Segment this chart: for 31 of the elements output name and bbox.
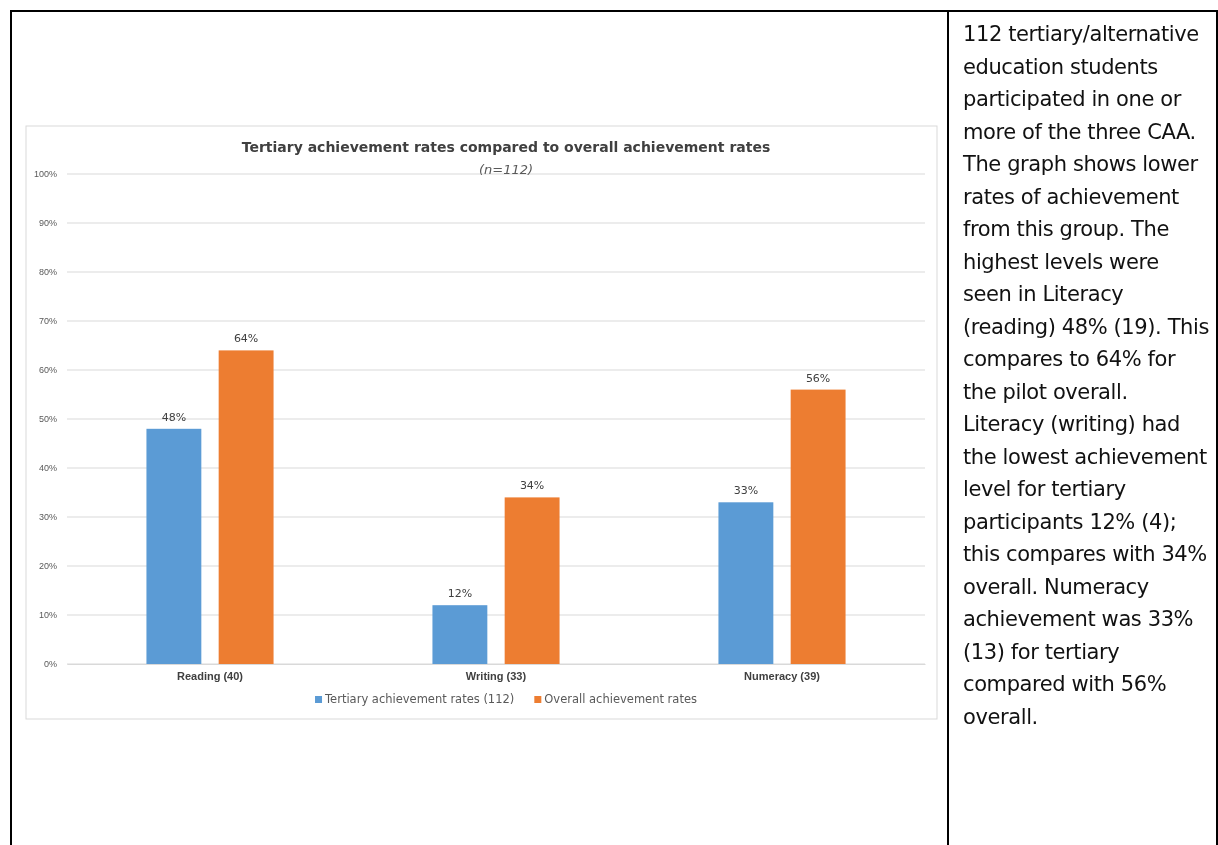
bar bbox=[790, 389, 846, 664]
data-label: 33% bbox=[733, 484, 759, 498]
y-tick-label: 90% bbox=[38, 218, 57, 229]
data-label: 12% bbox=[447, 587, 473, 601]
y-tick-label: 30% bbox=[38, 512, 57, 523]
data-label: 34% bbox=[519, 479, 545, 493]
y-tick-label: 70% bbox=[38, 316, 57, 327]
y-tick-label: 40% bbox=[38, 463, 57, 474]
y-tick-label: 50% bbox=[38, 414, 57, 425]
x-tick-label: Writing (33) bbox=[465, 669, 527, 682]
x-tick-label: Reading (40) bbox=[176, 669, 244, 682]
data-label: 56% bbox=[805, 371, 831, 385]
x-tick-label: Numeracy (39) bbox=[744, 669, 821, 682]
legend-label: Overall achievement rates bbox=[544, 692, 697, 706]
data-label: 48% bbox=[161, 410, 187, 424]
chart-title: Tertiary achievement rates compared to overall achievement rates bbox=[241, 139, 771, 155]
legend-label: Tertiary achievement rates (112) bbox=[324, 692, 515, 706]
bar bbox=[146, 428, 202, 664]
y-tick-label: 10% bbox=[38, 610, 57, 621]
bar bbox=[718, 502, 774, 664]
y-tick-label: 60% bbox=[38, 365, 57, 376]
text: 112 tertiary/alternative education students participated in one or more of the three CAA. The graph shows lower rates of achievement from this group. The highest levels were seen in Literacy (reading) 48% (19). This compares to 64% for the pilot overall. Literacy (writing) had the lowest achievement level for tertiary participants 12% (4); this compares with 34% overall. Numeracy achievement was 33% (13) for tertiary compared with 56% overall. bbox=[963, 22, 1209, 729]
bar bbox=[218, 350, 274, 664]
chart-subtitle: (n=112) bbox=[478, 162, 534, 177]
y-tick-label: 80% bbox=[38, 267, 57, 278]
bar bbox=[432, 605, 488, 664]
bar bbox=[504, 497, 560, 664]
data-label: 64% bbox=[233, 332, 259, 346]
y-tick-label: 20% bbox=[38, 561, 57, 572]
y-tick-label: 100% bbox=[33, 169, 57, 180]
y-tick-label: 0% bbox=[43, 659, 57, 670]
